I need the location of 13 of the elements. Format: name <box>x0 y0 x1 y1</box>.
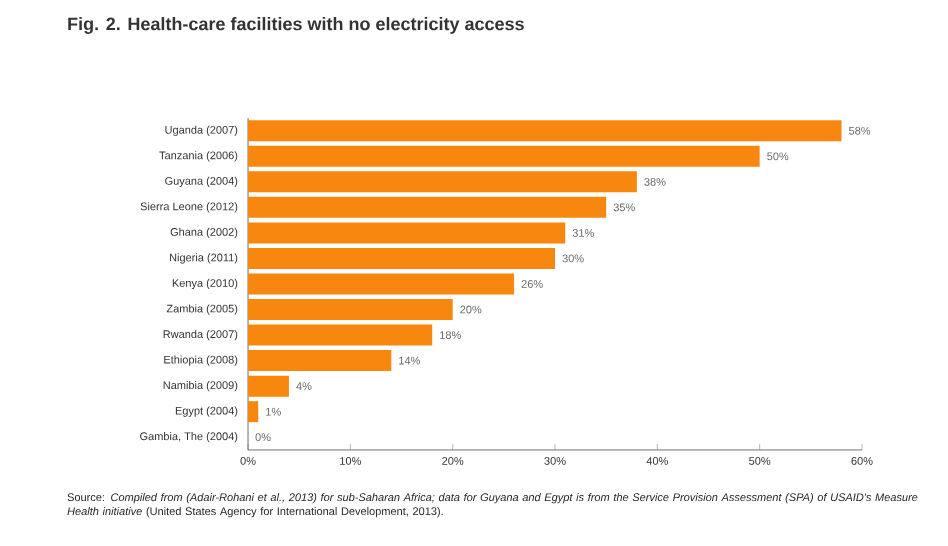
bar <box>248 120 842 142</box>
bar <box>248 350 392 372</box>
bar <box>248 401 259 423</box>
bar <box>248 247 555 269</box>
bar <box>248 375 289 397</box>
bar <box>248 222 566 244</box>
chart-title: Fig. 2. Health-care facilities with no electricity access <box>68 17 524 34</box>
bar <box>248 145 760 167</box>
bar <box>248 299 453 321</box>
bar <box>248 273 515 295</box>
bar <box>248 196 607 218</box>
bar <box>248 324 433 346</box>
bar <box>248 171 637 193</box>
